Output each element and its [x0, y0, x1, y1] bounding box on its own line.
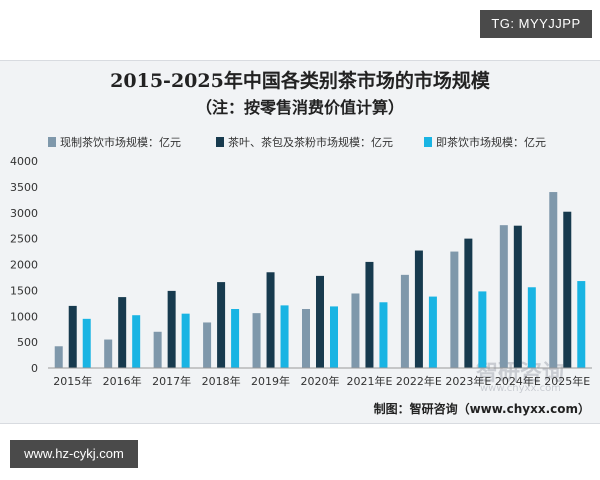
y-tick-label: 2500 — [10, 233, 38, 246]
y-axis: 0 500 1000 1500 2000 2500 3000 3500 4000 — [10, 155, 38, 375]
chart-panel: 2015-2025年中国各类别茶市场的市场规模 （注：按零售消费价值计算） 现制… — [0, 60, 600, 424]
watermark-url: www.chyxx.com — [480, 383, 561, 394]
bar-series-1 — [302, 309, 310, 368]
bar-series-1 — [153, 331, 162, 368]
bar-series-2 — [464, 238, 473, 368]
legend-label-series-1: 现制茶饮市场规模：亿元 — [60, 135, 181, 149]
top-watermark-tag: TG: MYYJJPP — [480, 10, 592, 38]
y-tick-label: 3500 — [10, 181, 38, 194]
x-tick-label: 2025年E — [544, 374, 590, 388]
x-tick-label: 2018年 — [202, 374, 241, 388]
y-tick-label: 3000 — [10, 207, 38, 220]
x-tick-label: 2020年 — [301, 374, 340, 388]
source-credit: 制图：智研咨询（www.chyxx.com） — [374, 401, 590, 416]
bar-series-3 — [330, 306, 338, 368]
bar-series-2 — [414, 250, 423, 368]
chart-subtitle: （注：按零售消费价值计算） — [196, 98, 404, 117]
chart-legend: 现制茶饮市场规模：亿元 茶叶、茶包及茶粉市场规模：亿元 即茶饮市场规模：亿元 — [48, 135, 546, 149]
legend-label-series-3: 即茶饮市场规模：亿元 — [436, 135, 546, 149]
x-tick-label: 2017年 — [152, 374, 191, 388]
bar-series-3 — [428, 296, 437, 368]
y-tick-label: 0 — [31, 362, 38, 375]
bar-series-2 — [316, 275, 324, 368]
bar-series-2 — [365, 261, 374, 368]
bar-series-2 — [563, 211, 572, 368]
x-tick-label: 2016年 — [103, 374, 142, 388]
legend-swatch-series-3 — [424, 137, 432, 147]
bar-series-1 — [203, 322, 212, 368]
bar-series-2 — [118, 297, 127, 368]
bar-series-1 — [104, 339, 113, 368]
x-tick-label: 2023年E — [445, 374, 491, 388]
bar-series-3 — [132, 315, 141, 368]
legend-swatch-series-1 — [48, 137, 56, 147]
bar-series-3 — [280, 305, 289, 368]
bar-series-3 — [577, 281, 586, 368]
bar-series-3 — [379, 302, 388, 368]
y-tick-label: 4000 — [10, 155, 38, 168]
bar-series-2 — [513, 225, 522, 368]
chart-title: 2015-2025年中国各类别茶市场的市场规模 — [110, 69, 491, 92]
legend-swatch-series-2 — [216, 137, 224, 147]
x-axis: 2015年 2016年 2017年 2018年 2019年 2020年 2021年E 2022… — [48, 367, 592, 388]
bar-series-3 — [478, 291, 487, 368]
x-tick-label: 2015年 — [53, 374, 92, 388]
bar-series-3 — [82, 318, 91, 368]
x-tick-label: 2024年E — [495, 374, 541, 388]
y-tick-label: 500 — [17, 336, 38, 349]
bar-series-2 — [217, 282, 226, 368]
legend-label-series-2: 茶叶、茶包及茶粉市场规模：亿元 — [228, 135, 393, 149]
bar-series-3 — [181, 313, 190, 368]
bar-series-1 — [450, 251, 459, 368]
x-tick-label: 2022年E — [396, 374, 442, 388]
bars-group — [54, 192, 586, 368]
bar-series-1 — [351, 293, 360, 368]
y-tick-label: 2000 — [10, 259, 38, 272]
bar-series-1 — [499, 225, 508, 368]
bar-series-1 — [400, 274, 409, 368]
x-tick-label: 2019年 — [251, 374, 290, 388]
bar-series-2 — [167, 290, 176, 368]
y-tick-label: 1500 — [10, 284, 38, 297]
bar-series-1 — [252, 313, 261, 368]
y-tick-label: 1000 — [10, 310, 38, 323]
bar-series-1 — [54, 346, 63, 368]
bar-series-2 — [68, 305, 77, 368]
x-tick-label: 2021年E — [346, 374, 392, 388]
bar-series-3 — [231, 309, 240, 368]
bar-series-3 — [527, 287, 536, 368]
bar-series-1 — [549, 192, 558, 368]
bar-chart: 2015-2025年中国各类别茶市场的市场规模 （注：按零售消费价值计算） 现制… — [10, 69, 592, 416]
bar-series-2 — [266, 272, 275, 368]
bottom-watermark-tag: www.hz-cykj.com — [10, 440, 138, 468]
